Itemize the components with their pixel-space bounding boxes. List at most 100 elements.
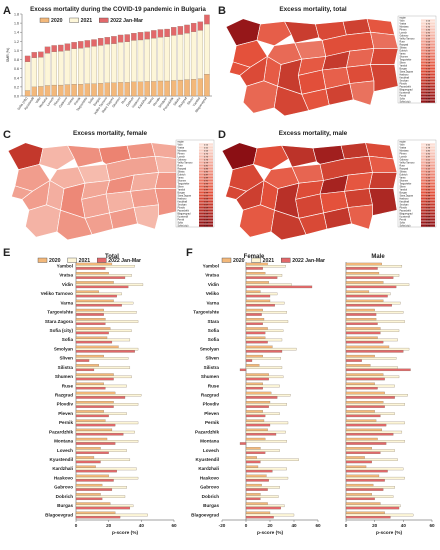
e-bar-2-7: [75, 331, 109, 335]
ff-category-label: Silistra: [204, 365, 220, 370]
c-legend-cell: [199, 191, 213, 194]
a-category-label: Plovdiv: [152, 96, 161, 107]
e-legend-swatch-0: [37, 257, 48, 263]
e-bar-2-16: [75, 414, 109, 418]
ff-bar-1-18: [245, 430, 286, 434]
d-region-16: [368, 188, 398, 216]
c-legend-cell: [199, 215, 213, 218]
ff-bar-0-19: [245, 437, 266, 441]
a-category-label: Varna: [147, 96, 155, 105]
d-legend-value: 1.14: [426, 171, 431, 173]
a-ytick-label: 1.6: [14, 22, 19, 26]
ff-bar-1-25: [245, 495, 279, 498]
b-legend-region: Silistra: [400, 46, 408, 49]
c-region-26: [56, 209, 93, 241]
d-region-11: [368, 172, 398, 189]
fm-bar-0-19: [345, 437, 378, 441]
a-bar-0-21: [164, 80, 170, 97]
e-bar-0-1: [75, 272, 109, 275]
b-legend-region: Dobrich: [400, 49, 409, 52]
fm-bar-0-13: [345, 382, 375, 386]
fm-bar-1-13: [345, 384, 395, 388]
d-legend-cell: [421, 176, 435, 179]
d-legend-region: Burgas: [400, 191, 408, 194]
b-legend-cell: [421, 55, 435, 58]
d-legend-region: Varna: [400, 176, 407, 179]
e-bar-2-2: [75, 285, 129, 289]
e-bar-2-6: [75, 322, 106, 325]
b-legend-region: Haskovo: [400, 74, 410, 76]
b-legend-cell: [421, 34, 435, 37]
a-bar-0-22: [171, 80, 177, 97]
e-bar-1-3: [75, 292, 122, 296]
d-legend-region: Dobrich: [400, 173, 409, 176]
a-category-label: Vidin: [34, 96, 41, 104]
e-xtick-label: 40: [139, 523, 145, 528]
ff-bar-0-16: [245, 410, 263, 413]
c-legend-value: 0.66: [204, 150, 209, 152]
a-bar-0-27: [204, 74, 210, 97]
a-category-label: Smolyan: [158, 96, 169, 109]
fm-bar-1-21: [345, 458, 398, 461]
ff-bar-1-23: [245, 476, 289, 480]
a-category-label: Dobrich: [125, 96, 135, 107]
c-legend-value: 1.07: [204, 204, 209, 206]
e-bar-2-3: [75, 294, 117, 298]
e-bar-1-10: [75, 357, 129, 360]
a-bar-1-19: [151, 38, 157, 82]
a-bar-0-18: [144, 81, 150, 97]
c-region-3: [66, 145, 103, 168]
e-category-label: Stara Zagora: [45, 319, 74, 324]
c-legend-region: Vidin: [178, 144, 184, 146]
e-category-label: Veliko Tarnovo: [41, 291, 74, 296]
ff-bar-0-20: [245, 447, 261, 450]
e-bar-2-21: [75, 460, 101, 464]
e-bar-1-25: [75, 495, 126, 498]
fm-bar-2-5: [345, 313, 377, 316]
ff-bar-1-1: [245, 274, 283, 277]
b-legend-region: Vidin: [400, 20, 406, 22]
e-category-label: Sofia: [62, 337, 74, 342]
d-legend-value: 1.53: [426, 210, 431, 212]
fm-bar-0-10: [345, 354, 375, 358]
c-legend-value: 0.89: [204, 177, 209, 179]
panel-letter-d: D: [218, 129, 226, 141]
c-legend-value: 0.83: [204, 168, 209, 170]
c-legend-value: 0.73: [204, 156, 209, 158]
e-category-label: Pleven: [58, 411, 73, 416]
a-bar-2-21: [164, 28, 170, 37]
b-legend-region: Veliko Tarnovo: [400, 37, 416, 40]
a-category-label: Pleven: [53, 96, 62, 106]
b-legend-cell: [421, 28, 435, 31]
a-bar-1-7: [71, 48, 77, 85]
fm-bar-1-25: [345, 495, 394, 498]
ff-bar-0-25: [245, 493, 261, 496]
e-category-label: Pazardzhik: [49, 429, 73, 434]
c-legend-cell: [199, 200, 213, 203]
panel-letter-f: F: [186, 247, 193, 259]
ff-bar-1-15: [245, 403, 287, 406]
fm-bar-2-11: [345, 368, 411, 372]
c-legend-value: 1.21: [204, 225, 209, 227]
a-category-label: Vratsa: [66, 96, 75, 106]
fm-bar-2-7: [345, 331, 381, 335]
e-bar-1-16: [75, 412, 127, 415]
fm-bar-2-1: [345, 276, 394, 279]
ff-bar-2-13: [245, 387, 263, 390]
c-legend-cell: [199, 143, 213, 146]
c-legend-value: 0.93: [204, 183, 209, 185]
ff-bar-0-13: [245, 382, 263, 386]
c-legend-region: Kardzhali: [178, 200, 188, 203]
a-bar-2-22: [171, 27, 177, 36]
a-bar-1-25: [190, 31, 197, 80]
b-legend-region: Kyustendil: [400, 91, 411, 94]
e-bar-0-11: [75, 364, 99, 367]
b-legend-region: Stara Zagora: [400, 70, 414, 73]
d-legend-cell: [421, 179, 435, 182]
ff-category-label: Haskovo: [200, 475, 219, 480]
d-legend-region: Sofia: [400, 222, 406, 224]
e-category-label: Ruse: [62, 383, 74, 388]
c-legend-value: 1.17: [204, 219, 209, 221]
b-legend-value: 1.32: [426, 83, 431, 85]
